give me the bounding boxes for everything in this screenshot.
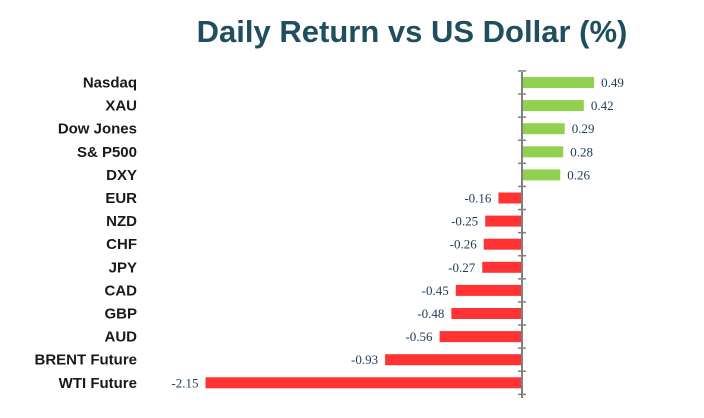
category-label-jpy: JPY — [109, 259, 137, 276]
value-label-cad: -0.45 — [422, 283, 449, 298]
bar-dxy — [522, 169, 561, 181]
bar-eur — [498, 192, 522, 204]
category-label-chf: CHF — [106, 236, 137, 253]
value-label-dxy: 0.26 — [567, 167, 590, 182]
bar-gbp — [451, 308, 522, 319]
category-label-brent-future: BRENT Future — [35, 352, 138, 369]
bar-s-p500 — [522, 146, 564, 158]
bar-chf — [483, 238, 522, 250]
value-label-brent-future: -0.93 — [351, 352, 378, 367]
value-label-nasdaq: 0.49 — [601, 75, 624, 90]
bar-aud — [439, 331, 522, 343]
bar-wti-future — [205, 377, 522, 389]
category-label-s-p500: S& P500 — [77, 144, 137, 161]
bar-xau — [522, 100, 584, 112]
bar-brent-future — [385, 354, 522, 366]
category-label-gbp: GBP — [104, 306, 137, 323]
bar-nasdaq — [522, 77, 595, 88]
value-label-wti-future: -2.15 — [171, 375, 198, 390]
category-label-eur: EUR — [105, 190, 137, 207]
bar-jpy — [482, 261, 522, 273]
value-label-dow-jones: 0.29 — [572, 121, 595, 136]
category-label-xau: XAU — [105, 98, 137, 115]
category-label-nzd: NZD — [106, 213, 137, 230]
category-label-dow-jones: Dow Jones — [58, 121, 137, 138]
category-label-nasdaq: Nasdaq — [83, 75, 137, 92]
value-label-jpy: -0.27 — [448, 260, 476, 275]
value-label-s-p500: 0.28 — [570, 144, 593, 159]
bar-nzd — [485, 215, 522, 227]
value-label-nzd: -0.25 — [451, 214, 478, 229]
chart-title: Daily Return vs US Dollar (%) — [196, 14, 628, 49]
value-label-aud: -0.56 — [405, 329, 433, 344]
value-label-xau: 0.42 — [591, 98, 614, 113]
category-label-cad: CAD — [105, 282, 138, 299]
value-label-eur: -0.16 — [464, 191, 492, 206]
category-label-dxy: DXY — [106, 167, 137, 184]
bar-cad — [455, 284, 522, 296]
category-label-wti-future: WTI Future — [59, 375, 137, 392]
category-label-aud: AUD — [105, 329, 138, 346]
value-label-gbp: -0.48 — [417, 306, 444, 321]
value-label-chf: -0.26 — [450, 237, 478, 252]
bar-dow-jones — [522, 123, 565, 135]
